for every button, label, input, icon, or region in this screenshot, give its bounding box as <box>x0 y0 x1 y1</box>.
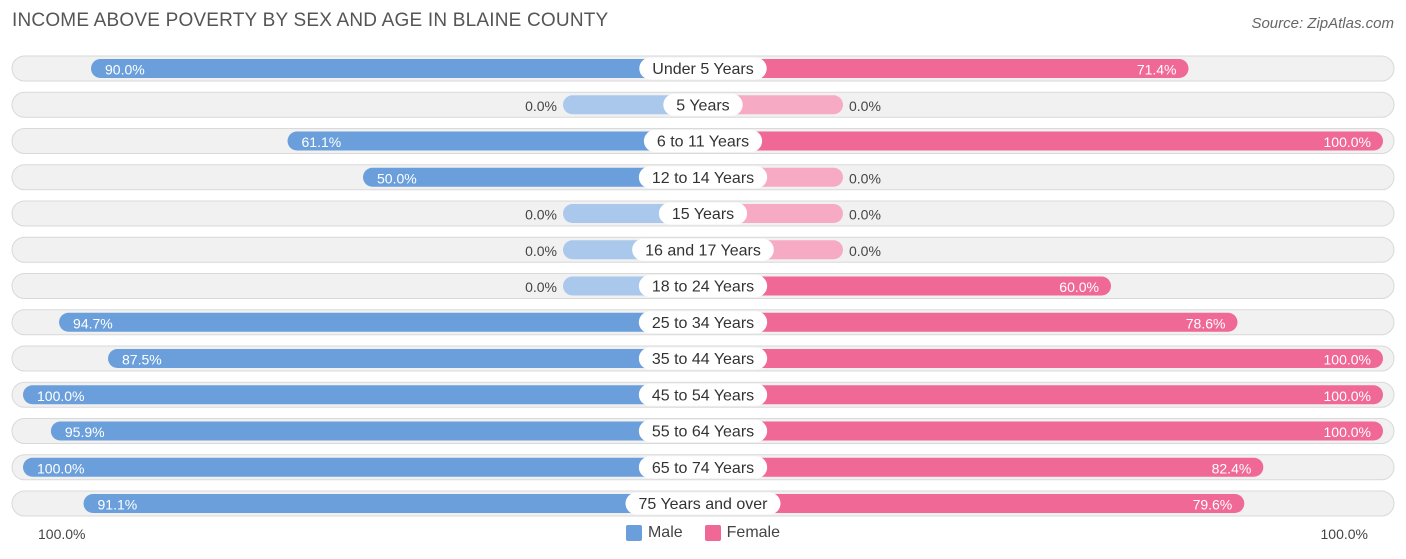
category-pill <box>638 456 768 479</box>
value-label-male: 0.0% <box>525 243 557 259</box>
value-label-male: 94.7% <box>73 315 113 331</box>
legend: Male Female <box>0 524 1406 542</box>
axis-label-right: 100.0% <box>1320 526 1368 542</box>
bar-male <box>363 167 703 187</box>
bar-female <box>703 59 1189 78</box>
bar-male <box>108 349 703 368</box>
value-label-male: 90.0% <box>105 62 145 78</box>
category-label: 75 Years and over <box>639 496 769 513</box>
legend-swatch-female <box>704 525 721 541</box>
category-label: 55 to 64 Years <box>652 424 754 441</box>
category-pill <box>625 492 781 515</box>
value-label-male: 91.1% <box>98 497 138 513</box>
category-label: 65 to 74 Years <box>652 460 754 477</box>
category-label: 6 to 11 Years <box>657 134 749 151</box>
bar-male <box>83 494 703 513</box>
category-pill <box>639 57 767 80</box>
bar-male <box>59 312 704 332</box>
legend-label-male: Male <box>647 524 683 541</box>
value-label-female: 100.0% <box>1324 388 1371 404</box>
legend-swatch-male <box>625 525 642 541</box>
value-label-female: 0.0% <box>849 170 881 186</box>
bar-female <box>703 312 1238 332</box>
value-label-female: 79.6% <box>1193 497 1233 513</box>
value-label-male: 100.0% <box>37 388 84 404</box>
value-label-male: 95.9% <box>65 424 105 440</box>
category-label: 45 to 54 Years <box>652 387 754 404</box>
value-label-female: 0.0% <box>849 243 881 259</box>
category-pill <box>632 238 774 261</box>
value-label-male: 100.0% <box>37 460 84 476</box>
value-label-female: 0.0% <box>849 207 881 223</box>
value-label-female: 100.0% <box>1324 424 1371 440</box>
category-pill <box>638 166 768 189</box>
category-pill <box>663 93 743 116</box>
value-label-female: 100.0% <box>1324 134 1371 150</box>
category-label: 18 to 24 Years <box>652 279 754 296</box>
value-label-female: 82.4% <box>1212 460 1252 476</box>
category-label: 35 to 44 Years <box>652 351 754 368</box>
category-label: Under 5 Years <box>652 61 753 78</box>
category-label: 16 and 17 Years <box>645 242 761 259</box>
value-label-female: 71.4% <box>1137 62 1177 78</box>
bar-female <box>703 421 1383 441</box>
value-label-male: 0.0% <box>525 279 557 295</box>
category-pill <box>638 275 768 297</box>
bar-male <box>50 421 703 441</box>
category-label: 5 Years <box>676 97 729 114</box>
bar-chart: 90.0% 71.4% Under 5 Years 0.0% 0.0% 5 Years 61… <box>11 55 1395 517</box>
category-pill <box>643 130 763 152</box>
value-label-male: 61.1% <box>302 134 342 150</box>
value-label-male: 87.5% <box>122 352 162 368</box>
bar-female <box>703 494 1245 513</box>
value-label-female: 100.0% <box>1324 352 1371 368</box>
category-pill <box>638 383 768 406</box>
category-pill <box>638 347 768 370</box>
chart-source: Source: ZipAtlas.com <box>1251 15 1394 32</box>
bar-male <box>23 385 703 405</box>
category-pill <box>658 202 748 225</box>
value-label-male: 0.0% <box>525 98 557 114</box>
value-label-female: 78.6% <box>1186 315 1226 331</box>
bar-female <box>703 457 1264 477</box>
value-label-male: 50.0% <box>377 170 417 186</box>
bar-female <box>703 349 1383 368</box>
bar-female <box>703 131 1383 151</box>
category-label: 15 Years <box>672 206 734 223</box>
value-label-male: 0.0% <box>525 207 557 223</box>
category-label: 25 to 34 Years <box>652 315 754 332</box>
legend-item-female[interactable]: Female <box>704 524 781 542</box>
bar-male <box>91 59 703 78</box>
axis-label-left: 100.0% <box>38 526 86 542</box>
category-pill <box>638 420 768 442</box>
value-label-female: 60.0% <box>1059 279 1099 295</box>
category-label: 12 to 14 Years <box>652 170 754 187</box>
chart-title: INCOME ABOVE POVERTY BY SEX AND AGE IN B… <box>12 10 609 31</box>
bar-female <box>703 276 1111 296</box>
category-pill <box>638 311 768 334</box>
bar-male <box>287 131 703 151</box>
legend-item-male[interactable]: Male <box>625 524 683 542</box>
legend-label-female: Female <box>726 524 781 541</box>
value-label-female: 0.0% <box>849 98 881 114</box>
bar-male <box>23 457 703 477</box>
bar-female <box>703 385 1383 405</box>
